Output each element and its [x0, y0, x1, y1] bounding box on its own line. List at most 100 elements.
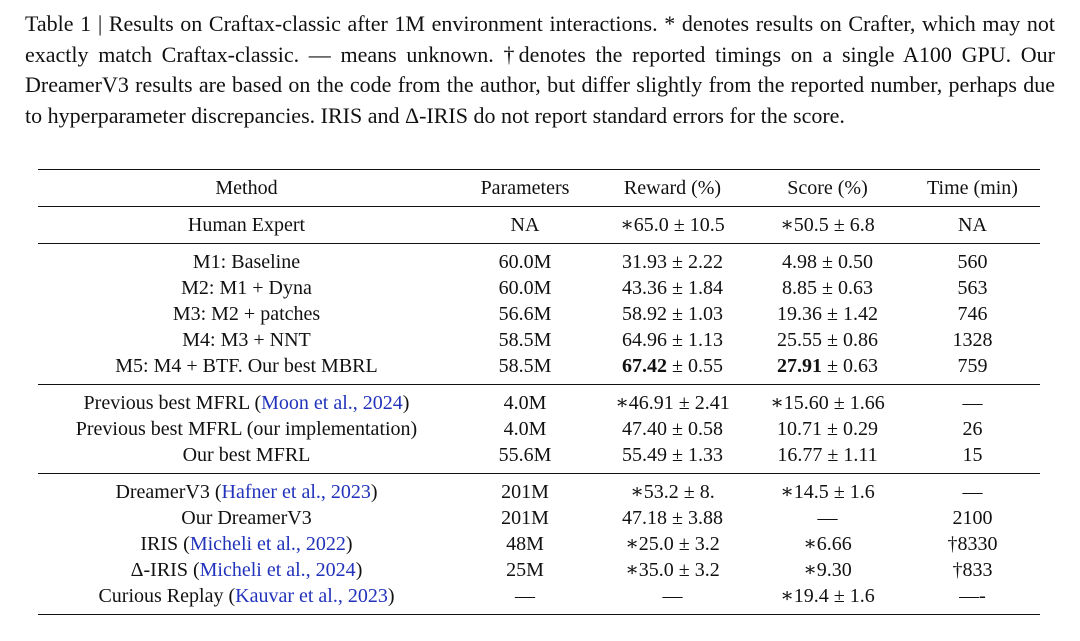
table-row: Our DreamerV3 201M 47.18 ± 3.88 — 2100 — [38, 505, 1040, 531]
table-row: M3: M2 + patches 56.6M 58.92 ± 1.03 19.36 ±… — [38, 301, 1040, 327]
table-cell: M3: M2 + patches — [172, 303, 321, 325]
table-cell: 56.6M — [498, 303, 552, 325]
column-header: Score (%) — [787, 177, 868, 199]
table-cell: ∗65.0 ± 10.5 — [620, 214, 725, 236]
table-cell: 201M — [501, 481, 549, 503]
cell-text: 67.42 — [622, 355, 667, 377]
table-cell: ∗25.0 ± 3.2 — [625, 533, 720, 555]
citation: Micheli et al., 2024 — [199, 559, 356, 581]
column-header: Method — [215, 177, 278, 199]
table-cell: 10.71 ± 0.29 — [777, 418, 878, 440]
table-cell: IRIS (Micheli et al., 2022) — [38, 531, 455, 557]
cell-text: ± 0.63 — [822, 355, 878, 377]
table-row: IRIS (Micheli et al., 2022) 48M ∗25.0 ± 3.… — [38, 531, 1040, 557]
column-header: Time (min) — [927, 177, 1018, 199]
table-cell: M1: Baseline — [192, 251, 301, 273]
cell-text: ) — [387, 585, 395, 607]
header-row: Method Parameters Reward (%) Score (%) Time … — [38, 170, 1040, 207]
table-cell: 55.49 ± 1.33 — [622, 444, 723, 466]
cell-text: 27.91 — [777, 355, 822, 377]
table-cell: 4.98 ± 0.50 — [782, 251, 873, 273]
table-cell: Human Expert — [187, 214, 306, 236]
table-cell: 60.0M — [498, 277, 552, 299]
table-row: Δ-IRIS (Micheli et al., 2024) 25M ∗35.0 ± … — [38, 557, 1040, 583]
table-cell: M4: M3 + NNT — [182, 329, 311, 351]
cell-text: ) — [370, 481, 378, 503]
cell-text: ) — [355, 559, 363, 581]
table-cell: 4.0M — [503, 418, 547, 440]
table-cell: Previous best MFRL (our implementation) — [75, 418, 418, 440]
table-cell: †8330 — [947, 533, 998, 555]
table-cell: ∗50.5 ± 6.8 — [780, 214, 875, 236]
row-group: M1: Baseline 60.0M 31.93 ± 2.22 4.98 ± 0.50… — [38, 243, 1040, 385]
table-cell: 2100 — [952, 507, 993, 529]
row-group: Human Expert NA ∗65.0 ± 10.5 ∗50.5 ± 6.8 NA — [38, 206, 1040, 244]
cell-text: Previous best MFRL ( — [83, 392, 262, 414]
table-cell: 48M — [506, 533, 544, 555]
table-cell: Our DreamerV3 — [181, 507, 312, 529]
cell-text: ) — [345, 533, 353, 555]
table-cell: — — [962, 481, 983, 503]
table-cell: ∗9.30 — [803, 559, 852, 581]
table-cell: 560 — [957, 251, 988, 273]
citation: Kauvar et al., 2023 — [235, 585, 388, 607]
column-header: Reward (%) — [623, 177, 722, 199]
table-row: M4: M3 + NNT 58.5M 64.96 ± 1.13 25.55 ± 0.8… — [38, 327, 1040, 353]
table-cell: — — [515, 585, 535, 607]
row-group: Previous best MFRL (Moon et al., 2024) 4.… — [38, 384, 1040, 474]
table-cell: 27.91 ± 0.63 — [750, 353, 905, 385]
cell-text: DreamerV3 ( — [115, 481, 222, 503]
table-cell: 67.42 ± 0.55 — [595, 353, 750, 385]
table-cell: ∗15.60 ± 1.66 — [770, 392, 885, 414]
table-cell: †833 — [952, 559, 993, 581]
table-cell: Δ-IRIS (Micheli et al., 2024) — [38, 557, 455, 583]
table-cell: ∗6.66 — [803, 533, 852, 555]
table-row: Human Expert NA ∗65.0 ± 10.5 ∗50.5 ± 6.8 NA — [38, 207, 1040, 244]
table-cell: 4.0M — [503, 392, 547, 414]
table-cell: — — [817, 507, 838, 529]
table-row: DreamerV3 (Hafner et al., 2023) 201M ∗53.2… — [38, 474, 1040, 506]
table-cell: 15 — [962, 444, 983, 466]
table-cell: 759 — [957, 355, 988, 377]
row-group: DreamerV3 (Hafner et al., 2023) 201M ∗53.2… — [38, 473, 1040, 615]
cell-text: IRIS ( — [140, 533, 190, 555]
table-row: Our best MFRL 55.6M 55.49 ± 1.33 16.77 ± 1.… — [38, 442, 1040, 474]
cell-text: Δ-IRIS ( — [130, 559, 200, 581]
table-cell: ∗19.4 ± 1.6 — [780, 585, 875, 607]
table-cell: ∗35.0 ± 3.2 — [625, 559, 720, 581]
table-cell: ∗46.91 ± 2.41 — [615, 392, 730, 414]
table-cell: 8.85 ± 0.63 — [782, 277, 873, 299]
table-cell: 55.6M — [498, 444, 552, 466]
cell-text: ) — [402, 392, 410, 414]
table-header: Method Parameters Reward (%) Score (%) Time … — [38, 170, 1040, 207]
table-cell: 58.5M — [498, 355, 552, 377]
table-cell: 60.0M — [498, 251, 552, 273]
table-cell: 25M — [506, 559, 544, 581]
table-cell: 1328 — [952, 329, 993, 351]
results-table: Method Parameters Reward (%) Score (%) Time … — [38, 169, 1040, 615]
table-cell: 31.93 ± 2.22 — [622, 251, 723, 273]
column-header: Parameters — [480, 177, 570, 199]
table-cell: 47.40 ± 0.58 — [622, 418, 723, 440]
table-row: M1: Baseline 60.0M 31.93 ± 2.22 4.98 ± 0.50… — [38, 244, 1040, 276]
table-caption: Table 1 | Results on Craftax-classic aft… — [25, 11, 1055, 128]
citation: Moon et al., 2024 — [261, 392, 403, 414]
cell-text: Curious Replay ( — [98, 585, 236, 607]
table-cell: 43.36 ± 1.84 — [622, 277, 723, 299]
table-cell: 201M — [501, 507, 549, 529]
table-cell: NA — [510, 214, 540, 236]
cell-text: ± 0.55 — [667, 355, 723, 377]
table-cell: 64.96 ± 1.13 — [622, 329, 723, 351]
table-row: Previous best MFRL (our implementation) 4… — [38, 416, 1040, 442]
table-cell: 16.77 ± 1.11 — [777, 444, 878, 466]
table-cell: DreamerV3 (Hafner et al., 2023) — [38, 474, 455, 506]
table-cell: M2: M1 + Dyna — [181, 277, 312, 299]
table-cell: 746 — [957, 303, 988, 325]
table-cell: 58.92 ± 1.03 — [622, 303, 723, 325]
table-cell: 58.5M — [498, 329, 552, 351]
table-cell: Previous best MFRL (Moon et al., 2024) — [38, 385, 455, 417]
table-row: M2: M1 + Dyna 60.0M 43.36 ± 1.84 8.85 ± 0.6… — [38, 275, 1040, 301]
table-cell: —- — [959, 585, 986, 607]
table-cell: Curious Replay (Kauvar et al., 2023) — [38, 583, 455, 615]
